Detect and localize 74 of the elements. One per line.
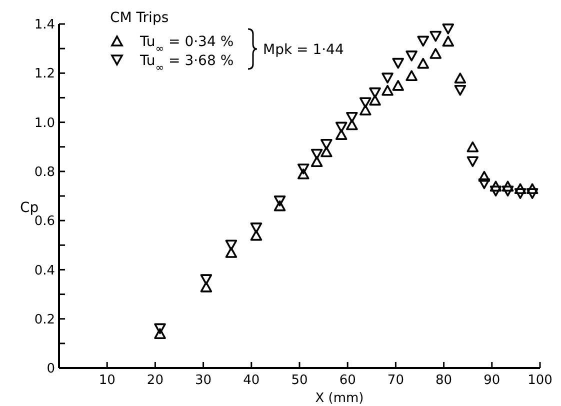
point bbox=[250, 222, 262, 234]
point bbox=[417, 58, 430, 69]
point bbox=[417, 36, 430, 47]
point bbox=[297, 164, 310, 174]
point bbox=[526, 188, 538, 199]
point bbox=[392, 58, 404, 69]
x-tick-label: 100 bbox=[528, 373, 552, 388]
point bbox=[406, 70, 418, 81]
point bbox=[466, 156, 479, 167]
point bbox=[369, 94, 381, 106]
x-tick-label: 20 bbox=[146, 373, 164, 388]
point bbox=[225, 240, 238, 251]
point bbox=[406, 50, 418, 62]
point bbox=[369, 87, 381, 98]
point bbox=[200, 274, 212, 285]
point bbox=[200, 282, 212, 292]
point bbox=[382, 84, 394, 96]
point bbox=[250, 230, 262, 241]
x-tick-label: 60 bbox=[339, 373, 356, 388]
point bbox=[478, 178, 490, 190]
y-tick-label: 0 bbox=[46, 362, 55, 377]
x-tick-label: 90 bbox=[484, 373, 500, 388]
y-tick-label: 0.4 bbox=[34, 263, 55, 278]
point bbox=[154, 323, 166, 334]
point bbox=[502, 186, 514, 196]
y-tick-label: 1.0 bbox=[34, 116, 55, 131]
point bbox=[382, 72, 394, 84]
y-axis-title: Cp bbox=[20, 200, 39, 216]
legend-label: Tu$_{∞}$ = 3·68 % bbox=[139, 53, 234, 74]
point bbox=[274, 200, 286, 212]
y-tick-label: 0.6 bbox=[34, 214, 55, 230]
x-tick-label: 70 bbox=[387, 373, 404, 388]
point bbox=[490, 180, 502, 192]
point bbox=[335, 122, 348, 133]
point bbox=[320, 146, 332, 158]
legend-title: CM Trips bbox=[110, 10, 169, 26]
legend-label: Tu$_{∞}$ = 0·34 % bbox=[139, 34, 234, 55]
point bbox=[442, 36, 454, 47]
point bbox=[310, 148, 323, 160]
point bbox=[490, 186, 502, 196]
point bbox=[430, 48, 442, 59]
point bbox=[310, 156, 323, 167]
point bbox=[466, 141, 479, 152]
x-tick-label: 40 bbox=[243, 373, 260, 388]
x-tick-label: 50 bbox=[291, 373, 308, 388]
point bbox=[430, 30, 442, 42]
point bbox=[526, 183, 538, 194]
point bbox=[154, 328, 166, 339]
y-tick-label: 0.8 bbox=[34, 164, 55, 180]
point bbox=[346, 112, 358, 123]
point bbox=[346, 119, 358, 130]
point bbox=[359, 97, 372, 108]
y-tick-label: 0.2 bbox=[34, 312, 55, 328]
point bbox=[502, 180, 514, 192]
point bbox=[359, 104, 372, 116]
point bbox=[335, 129, 348, 140]
y-tick-label: 1.4 bbox=[34, 18, 55, 33]
point bbox=[514, 188, 526, 199]
point bbox=[514, 183, 526, 194]
point bbox=[478, 170, 490, 182]
point bbox=[442, 24, 454, 34]
x-axis-title: X (mm) bbox=[315, 391, 364, 406]
x-tick-label: 80 bbox=[436, 373, 452, 388]
point bbox=[320, 139, 332, 150]
x-tick-label: 30 bbox=[195, 373, 212, 388]
point bbox=[454, 72, 466, 84]
point bbox=[297, 168, 310, 180]
annotation: Mpk = 1·44 bbox=[263, 42, 344, 58]
point bbox=[454, 84, 466, 96]
point bbox=[274, 196, 286, 206]
point bbox=[392, 80, 404, 91]
y-tick-label: 1.2 bbox=[34, 66, 55, 82]
x-tick-label: 10 bbox=[98, 373, 116, 388]
point bbox=[225, 247, 238, 258]
